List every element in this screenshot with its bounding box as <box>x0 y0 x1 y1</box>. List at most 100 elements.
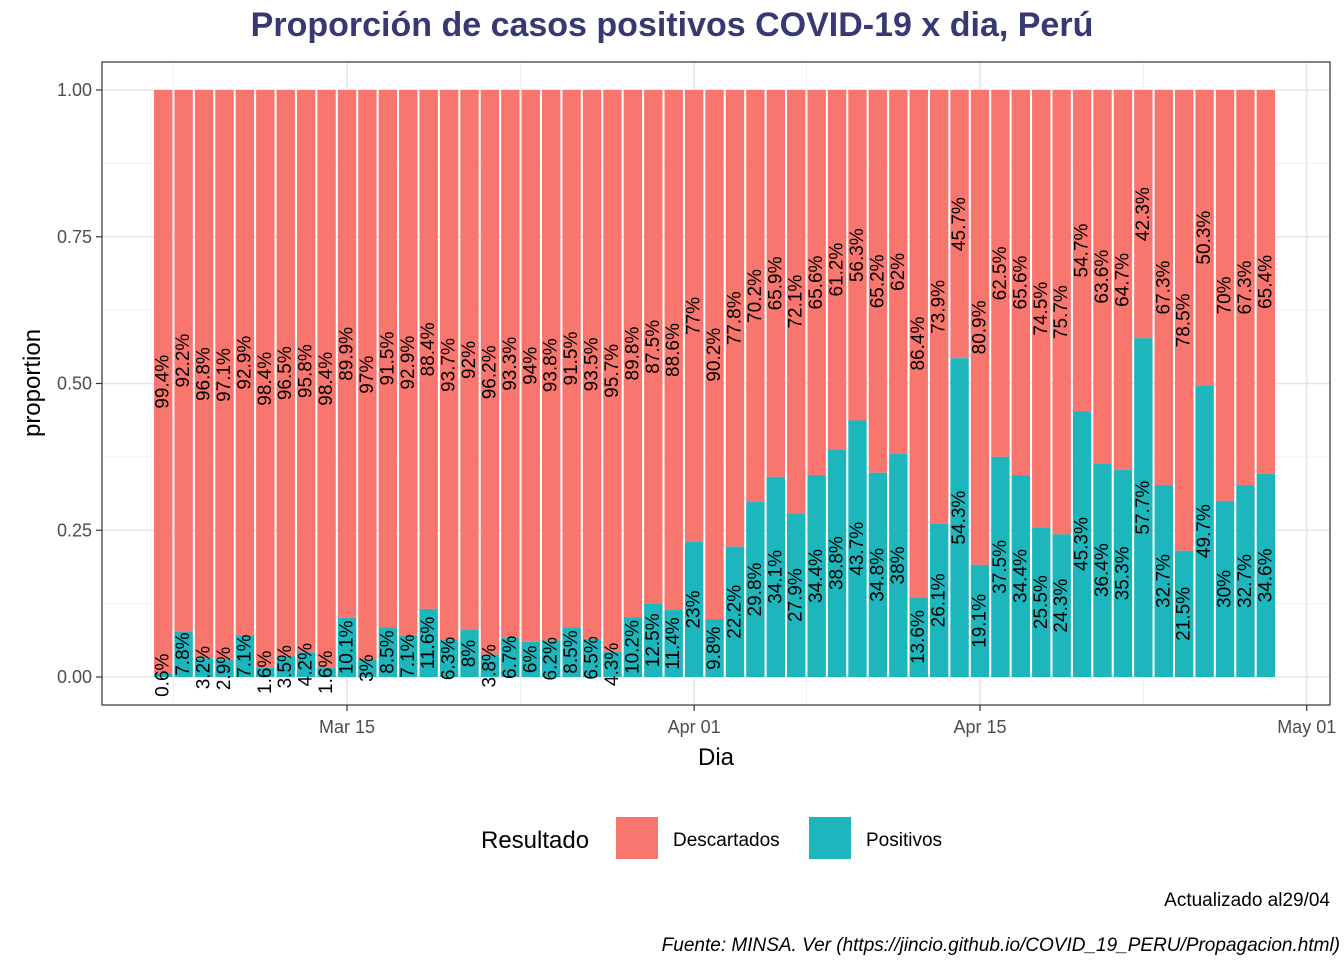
bar-label-descartados: 99.4% <box>153 355 174 409</box>
bar-positivos <box>296 652 316 677</box>
bar-label-positivos: 57.7% <box>1133 481 1154 535</box>
bar-descartados <box>358 90 377 660</box>
bar-descartados <box>1113 90 1133 470</box>
caption-updated: Actualizado al29/04 <box>1164 890 1330 911</box>
bar-label-descartados: 92.9% <box>398 336 419 390</box>
bar-label-descartados: 93.8% <box>541 338 562 392</box>
bar-label-descartados: 65.2% <box>867 254 888 308</box>
bar-label-positivos: 8.5% <box>377 630 398 673</box>
bar-positivos <box>787 513 806 677</box>
bar-positivos <box>1011 475 1031 677</box>
bar-label-positivos: 6% <box>520 646 541 674</box>
bar-descartados <box>582 90 602 639</box>
bar-positivos <box>868 472 888 677</box>
y-tick-label: 0.25 <box>57 520 92 540</box>
bar-label-positivos: 7.1% <box>398 634 419 677</box>
bar-descartados <box>970 90 990 565</box>
bar-label-positivos: 29.8% <box>745 562 766 616</box>
bar-descartados <box>215 90 234 660</box>
bar-descartados <box>174 90 193 632</box>
bar-descartados <box>664 90 683 611</box>
bar-label-descartados: 65.6% <box>806 255 827 309</box>
bar-label-descartados: 72.1% <box>786 275 807 329</box>
bar-descartados <box>337 90 357 618</box>
bar-label-positivos: 13.6% <box>908 610 929 664</box>
bar-label-positivos: 38% <box>888 546 909 584</box>
x-tick-label: Mar 15 <box>319 717 375 737</box>
bar-descartados <box>235 90 255 636</box>
bar-label-positivos: 12.5% <box>643 613 664 667</box>
y-tick-label: 0.50 <box>57 374 92 394</box>
legend-label-positivos: Positivos <box>866 830 942 851</box>
bar-positivos <box>1215 500 1235 677</box>
bar-label-descartados: 92% <box>459 341 480 379</box>
bar-label-descartados: 65.4% <box>1255 255 1276 309</box>
bar-positivos <box>501 637 520 677</box>
bar-descartados <box>1215 90 1235 501</box>
bar-positivos <box>582 638 602 677</box>
bar-positivos <box>358 659 377 677</box>
bar-descartados <box>950 90 969 359</box>
x-axis: Mar 15 Apr 01 Apr 15 May 01 <box>319 705 1336 737</box>
bar-positivos <box>848 420 867 677</box>
bar-label-positivos: 37.5% <box>990 540 1011 594</box>
x-axis-title: Dia <box>698 744 735 771</box>
bar-label-positivos: 3% <box>357 654 378 682</box>
bar-label-positivos: 6.3% <box>439 637 460 680</box>
bar-descartados <box>480 90 500 655</box>
bar-label-descartados: 63.6% <box>1092 250 1113 304</box>
bar-positivos <box>276 656 295 677</box>
bar-positivos <box>970 564 990 677</box>
bar-label-descartados: 65.6% <box>1010 255 1031 309</box>
bar-label-descartados: 93.7% <box>439 338 460 392</box>
bar-positivos <box>1052 534 1071 677</box>
bar-descartados <box>1256 90 1276 474</box>
bar-positivos <box>827 449 847 677</box>
bar-descartados <box>276 90 295 657</box>
bar-label-positivos: 6.2% <box>541 637 562 680</box>
bar-label-descartados: 62.5% <box>990 246 1011 300</box>
bar-label-positivos: 3.5% <box>275 645 296 688</box>
bar-descartados <box>807 90 826 476</box>
bar-label-descartados: 67.3% <box>1235 260 1256 314</box>
bar-positivos <box>317 667 336 677</box>
bar-label-descartados: 78.5% <box>1174 293 1195 347</box>
bar-label-positivos: 27.9% <box>786 568 807 622</box>
bar-label-positivos: 43.7% <box>847 522 868 576</box>
bar-label-positivos: 32.7% <box>1153 554 1174 608</box>
bar-label-descartados: 50.3% <box>1194 211 1215 265</box>
bar-label-positivos: 35.3% <box>1112 546 1133 600</box>
bar-positivos <box>807 475 826 677</box>
bar-descartados <box>827 90 847 450</box>
bar-positivos <box>480 654 500 677</box>
bar-descartados <box>296 90 316 653</box>
bar-label-descartados: 74.5% <box>1031 282 1052 336</box>
bar-descartados <box>603 90 622 652</box>
bar-descartados <box>1236 90 1255 486</box>
bar-positivos <box>909 597 928 677</box>
bar-positivos <box>337 617 357 677</box>
bar-positivos <box>562 627 581 677</box>
bar-label-descartados: 95.8% <box>296 344 317 398</box>
plot-panel: 99.4% 0.6% 92.2% 7.8% 96.8% 3.2% 97.1% 2.9% 92.9… <box>101 61 1331 706</box>
bar-descartados <box>1032 90 1051 528</box>
bar-label-descartados: 97.1% <box>214 348 235 402</box>
bar-positivos <box>1195 385 1214 677</box>
bar-label-descartados: 96.2% <box>479 345 500 399</box>
bar-positivos <box>542 640 561 677</box>
bar-label-descartados: 61.2% <box>827 243 848 297</box>
bar-label-descartados: 88.6% <box>663 323 684 377</box>
bar-descartados <box>399 90 418 636</box>
bar-positivos <box>419 608 438 677</box>
bar-positivos <box>1256 473 1276 677</box>
bar-label-descartados: 64.7% <box>1112 253 1133 307</box>
bar-label-positivos: 10.1% <box>337 620 358 674</box>
bar-label-positivos: 3.2% <box>194 646 215 689</box>
bar-descartados <box>154 90 173 674</box>
bar-label-positivos: 2.9% <box>214 647 235 690</box>
bar-label-positivos: 26.1% <box>929 573 950 627</box>
bar-positivos <box>1072 411 1092 677</box>
bar-label-descartados: 96.8% <box>194 347 215 401</box>
legend-title: Resultado <box>481 827 589 854</box>
